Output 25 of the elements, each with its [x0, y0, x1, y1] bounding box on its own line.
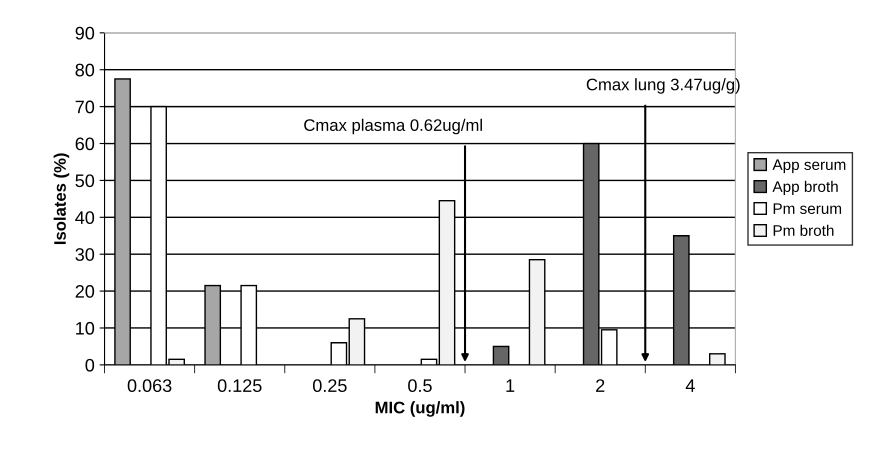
y-tick-label: 50	[75, 174, 94, 188]
x-tick-label: 2	[596, 379, 604, 392]
legend-label: App broth	[772, 180, 838, 196]
legend-label: Pm serum	[774, 203, 842, 214]
x-tick-label: 1	[506, 379, 514, 392]
x-tick-label: 0.5	[408, 379, 432, 392]
x-tick-label: 4	[686, 379, 695, 392]
y-tick-label: 20	[76, 285, 94, 298]
y-tick-label: 70	[76, 100, 94, 114]
y-tick-label: 30	[75, 248, 94, 261]
y-tick-label: 40	[75, 211, 94, 224]
y-tick-label: 60	[76, 137, 94, 150]
y-tick-label: 0	[85, 358, 94, 372]
x-tick-label: 0.25	[312, 379, 347, 392]
y-tick-label: 90	[76, 26, 94, 40]
y-tick-label: 80	[76, 64, 94, 76]
legend-label: App serum	[772, 159, 846, 174]
y-axis-title: Isolates (%)	[54, 153, 70, 244]
y-tick-label: 10	[76, 322, 94, 335]
x-tick-label: 0.125	[218, 379, 262, 392]
x-axis-title: MIC (ug/ml)	[376, 401, 464, 417]
x-tick-label: 0.063	[128, 379, 172, 392]
annotation: Cmax lung 3.47ug/g)	[586, 78, 740, 94]
legend-label: Pm broth	[774, 224, 834, 236]
annotation: Cmax plasma 0.62ug/ml	[304, 118, 482, 134]
